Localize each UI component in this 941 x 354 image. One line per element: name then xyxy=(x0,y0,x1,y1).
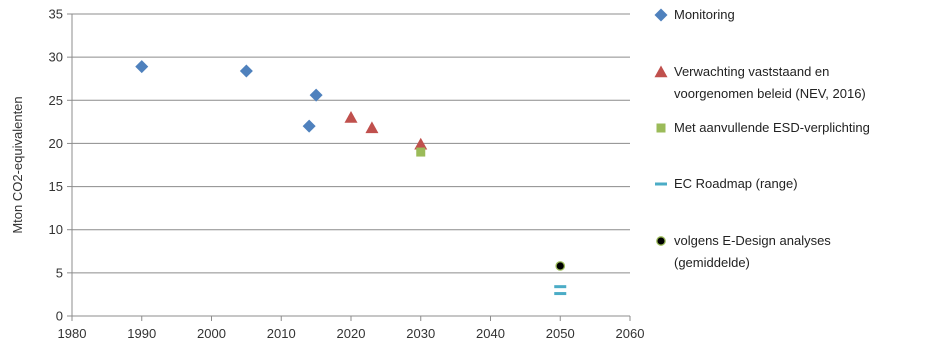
point-series-0-3 xyxy=(309,88,323,102)
legend-marker-1 xyxy=(654,65,668,78)
legend-marker-0 xyxy=(654,8,668,22)
y-tick-label: 25 xyxy=(49,93,63,108)
legend-label-4: (gemiddelde) xyxy=(674,255,750,270)
x-tick-label: 2050 xyxy=(546,326,575,341)
point-series-1-1 xyxy=(365,121,379,134)
x-tick-label: 1990 xyxy=(127,326,156,341)
legend: Monitoring Verwachting vaststaand en voorg… xyxy=(654,7,870,270)
x-tick-label: 2000 xyxy=(197,326,226,341)
point-series-3-1 xyxy=(554,292,567,296)
point-series-4-0 xyxy=(555,261,566,271)
legend-label-3: EC Roadmap (range) xyxy=(674,176,798,191)
legend-label-1: voorgenomen beleid (NEV, 2016) xyxy=(674,86,866,101)
y-axis-title: Mton CO2-equivalenten xyxy=(10,96,25,233)
point-series-1-0 xyxy=(344,111,358,123)
axis-titles: Mton CO2-equivalenten xyxy=(10,96,25,233)
y-tick-label: 0 xyxy=(56,309,63,324)
legend-label-4: volgens E-Design analyses xyxy=(674,233,831,248)
y-tick-label: 10 xyxy=(49,222,63,237)
legend-marker-3 xyxy=(655,182,667,186)
axes xyxy=(67,13,631,321)
y-tick-label: 35 xyxy=(49,7,63,22)
y-tick-label: 30 xyxy=(49,50,63,65)
point-series-3-0 xyxy=(554,285,567,289)
legend-label-0: Monitoring xyxy=(674,7,735,22)
x-tick-label: 2020 xyxy=(337,326,366,341)
point-series-0-0 xyxy=(135,60,149,74)
y-tick-label: 5 xyxy=(56,265,63,280)
point-series-2-0 xyxy=(416,147,426,157)
x-tick-label: 1980 xyxy=(58,326,87,341)
y-tick-label: 15 xyxy=(49,179,63,194)
x-tick-label: 2030 xyxy=(406,326,435,341)
legend-marker-4 xyxy=(656,236,666,246)
legend-label-1: Verwachting vaststaand en xyxy=(674,64,829,79)
legend-marker-2 xyxy=(656,123,666,133)
point-series-0-2 xyxy=(302,119,316,133)
data-points xyxy=(135,60,567,296)
x-tick-label: 2060 xyxy=(616,326,645,341)
x-tick-label: 2040 xyxy=(476,326,505,341)
x-tick-label: 2010 xyxy=(267,326,296,341)
grid-lines xyxy=(72,13,630,274)
tick-labels: 0 5 10 15 20 25 30 35 1980 1990 2000 2010 2020 2030 20… xyxy=(49,7,645,342)
point-series-1-2 xyxy=(414,137,428,150)
y-tick-label: 20 xyxy=(49,136,63,151)
legend-label-2: Met aanvullende ESD-verplichting xyxy=(674,120,870,135)
point-series-0-1 xyxy=(239,64,253,78)
